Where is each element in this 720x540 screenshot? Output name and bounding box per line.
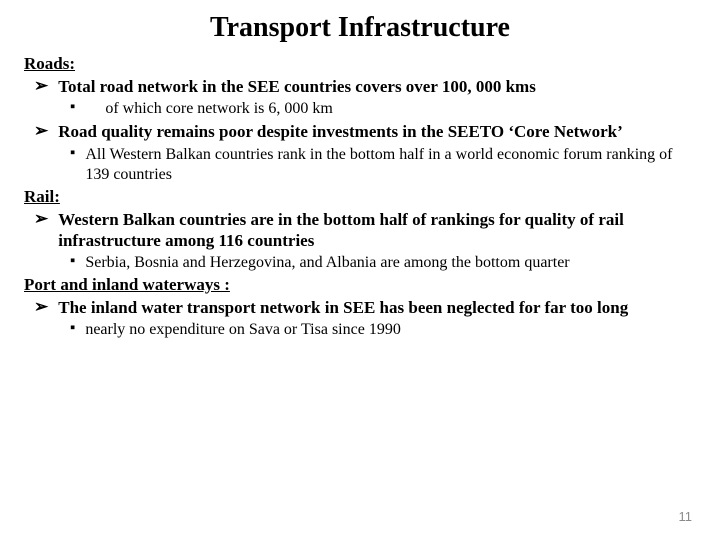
list-subitem-text: All Western Balkan countries rank in the… [85, 145, 696, 185]
square-bullet-icon: ▪ [70, 253, 75, 273]
list-item: ➢ The inland water transport network in … [24, 297, 696, 318]
list-subitem: ▪ nearly no expenditure on Sava or Tisa … [24, 320, 696, 340]
page-number: 11 [679, 509, 693, 524]
list-item: ➢ Road quality remains poor despite inve… [24, 121, 696, 142]
list-subitem: ▪ All Western Balkan countries rank in t… [24, 145, 696, 185]
list-subitem-text: nearly no expenditure on Sava or Tisa si… [85, 320, 401, 340]
arrow-bullet-icon: ➢ [34, 209, 48, 252]
list-subitem: ▪ Serbia, Bosnia and Herzegovina, and Al… [24, 253, 696, 273]
arrow-bullet-icon: ➢ [34, 121, 48, 142]
list-subitem: ▪ of which core network is 6, 000 km [24, 99, 696, 119]
square-bullet-icon: ▪ [70, 99, 75, 119]
section-heading-port: Port and inland waterways : [24, 275, 696, 295]
arrow-bullet-icon: ➢ [34, 297, 48, 318]
list-item-text: The inland water transport network in SE… [58, 297, 628, 318]
list-item-text: Western Balkan countries are in the bott… [58, 209, 696, 252]
list-subitem-text: Serbia, Bosnia and Herzegovina, and Alba… [85, 253, 569, 273]
section-heading-roads: Roads: [24, 54, 696, 74]
list-item-text: Road quality remains poor despite invest… [58, 121, 623, 142]
arrow-bullet-icon: ➢ [34, 76, 48, 97]
slide-title: Transport Infrastructure [24, 12, 696, 44]
list-item: ➢ Western Balkan countries are in the bo… [24, 209, 696, 252]
list-item-text: Total road network in the SEE countries … [58, 76, 536, 97]
square-bullet-icon: ▪ [70, 320, 75, 340]
list-subitem-text: of which core network is 6, 000 km [105, 99, 333, 119]
list-item: ➢ Total road network in the SEE countrie… [24, 76, 696, 97]
square-bullet-icon: ▪ [70, 145, 75, 185]
section-heading-rail: Rail: [24, 187, 696, 207]
